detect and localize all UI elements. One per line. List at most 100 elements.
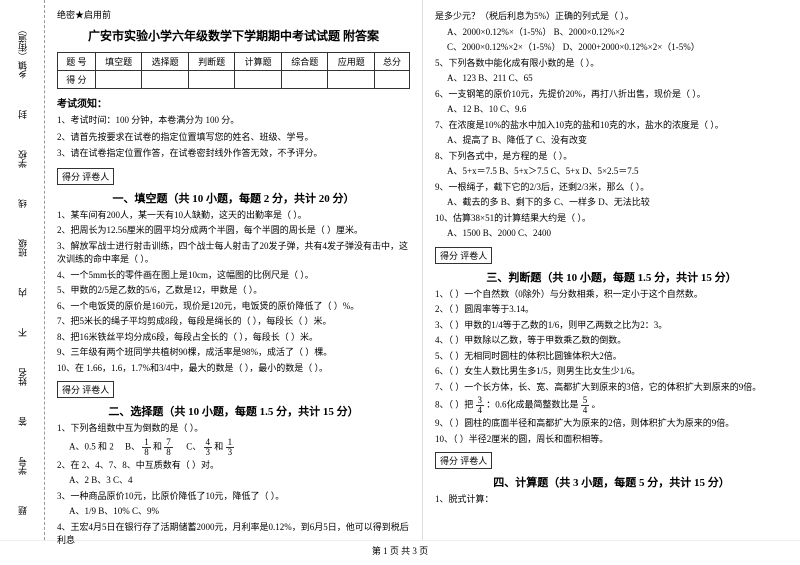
question: 7、（ ）一个长方体，长、宽、高都扩大到原来的3倍，它的体积扩大到原来的9倍。 <box>435 381 788 395</box>
right-column: 是多少元？（税后利息为5%）正确的列式是（ ）。 A、2000×0.12%×（1… <box>423 0 800 540</box>
header-cell: 选择题 <box>142 53 189 71</box>
section-header: 得分 评卷人 <box>57 168 114 185</box>
header-cell: 综合题 <box>281 53 328 71</box>
secret-label: 绝密★启用前 <box>57 8 410 21</box>
question: 9、（ ）圆柱的底面半径和高都扩大为原来的2倍，则体积扩大为原来的9倍。 <box>435 417 788 431</box>
section-header: 得分 评卷人 <box>435 452 492 469</box>
exam-title: 广安市实验小学六年级数学下学期期中考试试题 附答案 <box>57 27 410 44</box>
question: 4、（ ）甲数除以乙数，等于甲数乘乙数的倒数。 <box>435 334 788 348</box>
section-title: 二、选择题（共 10 小题，每题 1.5 分，共计 15 分） <box>57 403 410 419</box>
question: 4、王宏4月5日在银行存了活期储蓄2000元，月利率是0.12%，到6月5日，他… <box>57 521 410 548</box>
score-cell <box>188 71 235 89</box>
option-c: C、 <box>186 441 201 451</box>
fraction: 54 <box>581 396 590 415</box>
question: 1、脱式计算： <box>435 493 788 507</box>
score-table: 题 号 填空题 选择题 判断题 计算题 综合题 应用题 总分 得 分 <box>57 52 410 89</box>
question: 10、估算38×51的计算结果大约是（ ）。 <box>435 212 788 226</box>
section-header: 得分 评卷人 <box>435 247 492 264</box>
question: 8、把16米铁丝平均分成6段，每段占全长的（ ），每段长（ ）米。 <box>57 331 410 345</box>
question-text: 8、（ ）把 <box>435 400 473 410</box>
question: 2、（ ）圆周率等于3.14。 <box>435 303 788 317</box>
question: 6、（ ）女生人数比男生多1/5，则男生比女生少1/6。 <box>435 365 788 379</box>
question-options: A、1500 B、2000 C、2400 <box>435 227 788 241</box>
question: 8、（ ）把 34 ：0.6化成最简整数比是 54 。 <box>435 396 788 415</box>
question-options: A、123 B、211 C、65 <box>435 72 788 86</box>
section-title: 一、填空题（共 10 小题，每题 2 分，共计 20 分） <box>57 190 410 206</box>
question-options: A、1/9 B、10% C、9% <box>57 505 410 519</box>
sidebar-field-class: 班级 <box>16 239 29 257</box>
score-cell <box>235 71 282 89</box>
sidebar-mark: 封 <box>16 110 29 119</box>
sidebar-mark: 内 <box>16 288 29 297</box>
score-cell <box>375 71 410 89</box>
question: 8、下列各式中，是方程的是（ ）。 <box>435 150 788 164</box>
question: 是多少元？（税后利息为5%）正确的列式是（ ）。 <box>435 10 788 24</box>
score-cell: 得 分 <box>58 71 96 89</box>
question: 2、在 2、4、7、8、中互质数有（ ）对。 <box>57 459 410 473</box>
question: 4、一个5mm长的零件画在图上是10cm，这幅图的比例尺是（ ）。 <box>57 269 410 283</box>
question: 3、解放军战士进行射击训练，四个战士每人射击了20发子弹，共有4发子弹没有击中，… <box>57 240 410 267</box>
section-header: 得分 评卷人 <box>57 381 114 398</box>
question: 10、（ ）半径2厘米的圆，周长和面积相等。 <box>435 433 788 447</box>
table-row: 得 分 <box>58 71 410 89</box>
score-cell <box>328 71 375 89</box>
option-text: 和 <box>214 441 223 451</box>
header-cell: 判断题 <box>188 53 235 71</box>
notice-item: 3、请在试卷指定位置作答，在试卷密封线外作答无效，不予评分。 <box>57 147 410 161</box>
question: 10、在 1.66，1.6，1.7%和3/4中，最大的数是（ ），最小的数是（ … <box>57 362 410 376</box>
question: 6、一个电饭煲的原价是160元，现价是120元，电饭煲的原价降低了（ ）%。 <box>57 300 410 314</box>
question-options: A、0.5 和 2 B、 18 和 78 C、 43 和 13 <box>57 438 410 457</box>
header-cell: 计算题 <box>235 53 282 71</box>
option-text: 和 <box>153 441 162 451</box>
question-options: A、12 B、10 C、9.6 <box>435 103 788 117</box>
question: 9、三年级有两个班同学共植树90棵，成活率是98%，成活了（ ）棵。 <box>57 346 410 360</box>
notice-title: 考试须知： <box>57 95 410 110</box>
question: 5、甲数的2/5是乙数的5/6，乙数是12，甲数是（ ）。 <box>57 284 410 298</box>
question: 5、（ ）无相同时圆柱的体积比圆锥体积大2倍。 <box>435 350 788 364</box>
fraction: 18 <box>142 438 151 457</box>
page-container: 乡镇（街道） 封 学校 线 班级 内 不 姓名 答 学号 题 绝密★启用前 广安… <box>0 0 800 540</box>
question: 3、一种商品原价10元，比原价降低了10元，降低了（ ）。 <box>57 490 410 504</box>
table-row: 题 号 填空题 选择题 判断题 计算题 综合题 应用题 总分 <box>58 53 410 71</box>
sidebar-mark: 答 <box>16 417 29 426</box>
sidebar-mark: 不 <box>16 328 29 337</box>
sidebar-field-township: 乡镇（街道） <box>16 25 29 79</box>
question: 1、某车间有200人，某一天有10人缺勤，这天的出勤率是（ ）。 <box>57 209 410 223</box>
section-title: 三、判断题（共 10 小题，每题 1.5 分，共计 15 分） <box>435 269 788 285</box>
notice-item: 1、考试时间：100 分钟，本卷满分为 100 分。 <box>57 114 410 128</box>
score-cell <box>142 71 189 89</box>
question-options: C、2000×0.12%×2×（1-5%） D、2000+2000×0.12%×… <box>435 41 788 55</box>
notice-item: 2、请首先按要求在试卷的指定位置填写您的姓名、班级、学号。 <box>57 131 410 145</box>
question: 5、下列各数中能化成有限小数的是（ ）。 <box>435 57 788 71</box>
question: 3、（ ）甲数的1/4等于乙数的1/6，则甲乙两数之比为2：3。 <box>435 319 788 333</box>
question: 7、在浓度是10%的盐水中加入10克的盐和10克的水，盐水的浓度是（ ）。 <box>435 119 788 133</box>
question: 1、下列各组数中互为倒数的是（ ）。 <box>57 422 410 436</box>
fraction: 43 <box>204 438 213 457</box>
fraction: 78 <box>164 438 173 457</box>
question-text: ：0.6化成最简整数比是 <box>486 400 578 410</box>
section-title: 四、计算题（共 3 小题，每题 5 分，共计 15 分） <box>435 474 788 490</box>
content-area: 绝密★启用前 广安市实验小学六年级数学下学期期中考试试题 附答案 题 号 填空题… <box>45 0 800 540</box>
sidebar-mark: 线 <box>16 199 29 208</box>
question-options: A、5+x＝7.5 B、5+x＞7.5 C、5+x D、5×2.5＝7.5 <box>435 165 788 179</box>
question-options: A、提高了 B、降低了 C、没有改变 <box>435 134 788 148</box>
question: 6、一支钢笔的原价10元，先提价20%，再打八折出售，现价是（ ）。 <box>435 88 788 102</box>
left-column: 绝密★启用前 广安市实验小学六年级数学下学期期中考试试题 附答案 题 号 填空题… <box>45 0 423 540</box>
sidebar-mark: 题 <box>16 506 29 515</box>
header-cell: 总分 <box>375 53 410 71</box>
score-cell <box>95 71 142 89</box>
question: 9、一根绳子，截下它的2/3后，还剩2/3米，那么（ ）。 <box>435 181 788 195</box>
binding-sidebar: 乡镇（街道） 封 学校 线 班级 内 不 姓名 答 学号 题 <box>0 0 45 540</box>
fraction: 34 <box>476 396 485 415</box>
header-cell: 应用题 <box>328 53 375 71</box>
sidebar-field-school: 学校 <box>16 150 29 168</box>
question: 1、（ ）一个自然数（0除外）与分数相乘，积一定小于这个自然数。 <box>435 288 788 302</box>
question: 2、把周长为12.56厘米的圆平均分成两个半圆，每个半圆的周长是（ ）厘米。 <box>57 224 410 238</box>
option-a: A、0.5 和 2 <box>69 441 114 451</box>
question-options: A、2 B、3 C、4 <box>57 474 410 488</box>
fraction: 13 <box>226 438 235 457</box>
option-b: B、 <box>125 441 140 451</box>
question-options: A、2000×0.12%×（1-5%） B、2000×0.12%×2 <box>435 26 788 40</box>
score-cell <box>281 71 328 89</box>
header-cell: 填空题 <box>95 53 142 71</box>
